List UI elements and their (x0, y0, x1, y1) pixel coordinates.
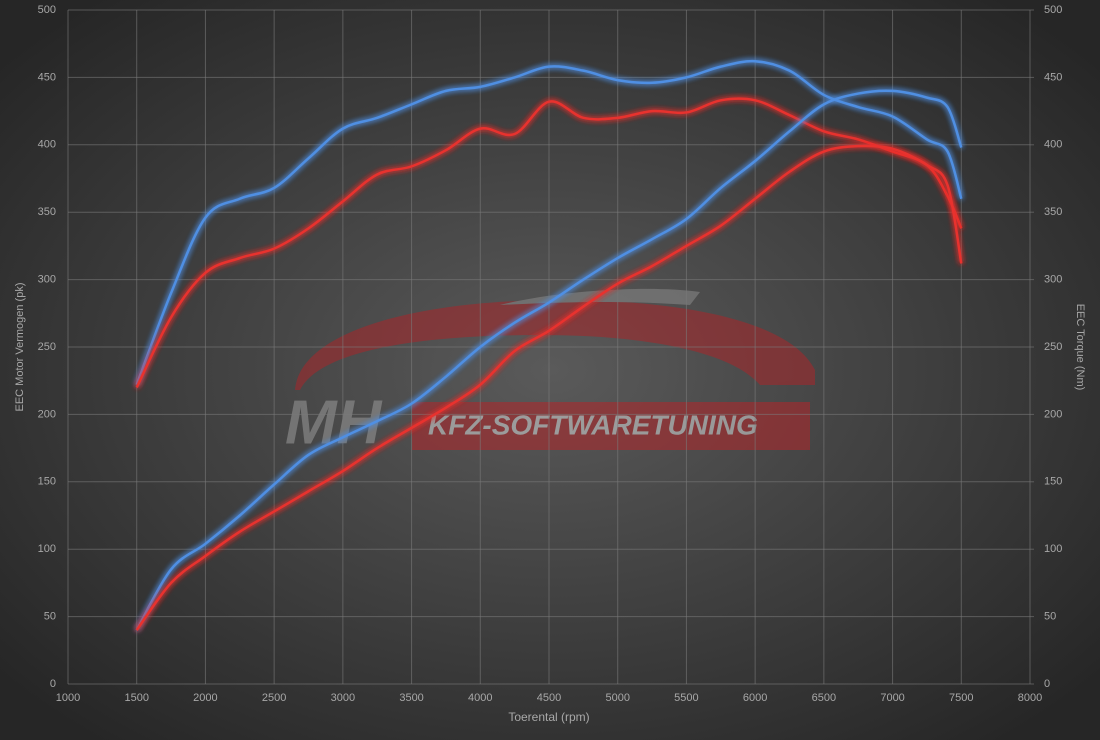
x-tick-label: 7500 (949, 692, 973, 704)
y-tick-label: 150 (38, 476, 56, 488)
x-tick-label: 1000 (56, 692, 80, 704)
x-tick-label: 6500 (812, 692, 836, 704)
x-tick-label: 8000 (1018, 692, 1042, 704)
x-tick-label: 5500 (674, 692, 698, 704)
x-tick-label: 2500 (262, 692, 286, 704)
x-tick-label: 4000 (468, 692, 492, 704)
y2-tick-label: 100 (1044, 543, 1062, 555)
y2-tick-label: 0 (1044, 678, 1050, 690)
x-tick-label: 3000 (331, 692, 355, 704)
y-tick-label: 100 (38, 543, 56, 555)
y-tick-label: 0 (50, 678, 56, 690)
y-axis-title: EEC Motor Vermogen (pk) (14, 283, 26, 412)
y2-tick-label: 500 (1044, 4, 1062, 16)
x-tick-label: 4500 (537, 692, 561, 704)
y-tick-label: 500 (38, 4, 56, 16)
y-tick-label: 350 (38, 206, 56, 218)
x-tick-label: 3500 (399, 692, 423, 704)
y-tick-label: 300 (38, 274, 56, 286)
y-tick-label: 450 (38, 71, 56, 83)
x-tick-label: 1500 (124, 692, 148, 704)
series-line (135, 89, 963, 631)
x-tick-label: 7000 (880, 692, 904, 704)
series-line (135, 144, 963, 631)
y2-tick-label: 150 (1044, 476, 1062, 488)
y2-axis-title: EEC Torque (Nm) (1074, 304, 1086, 391)
series-line (135, 97, 963, 388)
x-axis-title: Toerental (rpm) (508, 710, 589, 724)
series-line (135, 59, 963, 386)
y-tick-label: 50 (44, 611, 56, 623)
watermark-band (412, 402, 810, 450)
y2-tick-label: 50 (1044, 611, 1056, 623)
y2-tick-label: 450 (1044, 71, 1062, 83)
x-tick-label: 2000 (193, 692, 217, 704)
watermark-car (295, 300, 815, 390)
y2-tick-label: 300 (1044, 274, 1062, 286)
watermark-logo: MH (285, 388, 383, 457)
y-tick-label: 400 (38, 139, 56, 151)
y2-tick-label: 200 (1044, 408, 1062, 420)
x-tick-label: 5000 (605, 692, 629, 704)
y2-tick-label: 250 (1044, 341, 1062, 353)
y2-tick-label: 400 (1044, 139, 1062, 151)
y2-tick-label: 350 (1044, 206, 1062, 218)
y-tick-label: 250 (38, 341, 56, 353)
y-tick-label: 200 (38, 408, 56, 420)
x-tick-label: 6000 (743, 692, 767, 704)
